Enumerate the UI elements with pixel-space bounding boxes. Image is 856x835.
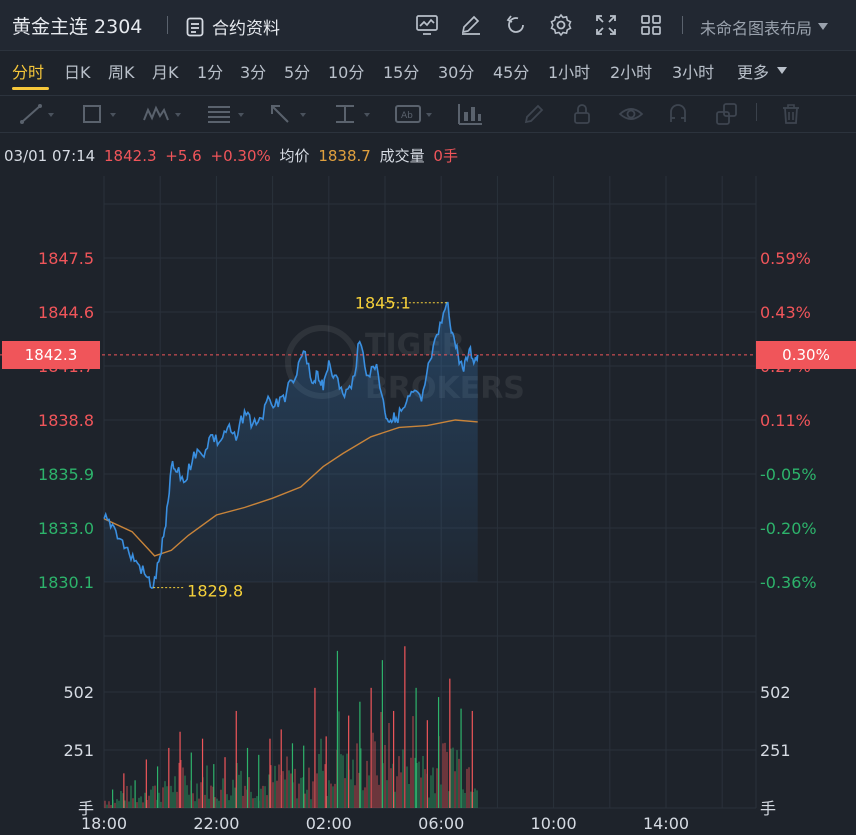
volume-tick-label: 502 (63, 683, 94, 702)
document-icon (186, 17, 204, 36)
pen-icon[interactable] (522, 101, 546, 127)
eye-icon[interactable] (618, 101, 644, 127)
volume-tick-label: 251 (760, 741, 791, 760)
pattern-tool-icon[interactable] (142, 101, 186, 127)
arrow-tool-icon[interactable] (268, 101, 312, 127)
quote-price: 1842.3 (104, 147, 157, 165)
caret-down-icon (777, 67, 788, 74)
time-tick-label: 18:00 (81, 814, 127, 833)
divider (682, 16, 683, 34)
divider (167, 16, 168, 34)
caret-down-icon (818, 23, 829, 30)
avg-price-line (103, 419, 478, 557)
layout-select[interactable]: 未命名图表布局 (700, 15, 829, 39)
price-tick-label: 1835.9 (38, 465, 94, 484)
instrument-title: 黄金主连 2304 (12, 16, 143, 38)
timeframe-tab-3m[interactable]: 3分 (240, 63, 267, 82)
bar-pattern-tool-icon[interactable] (456, 101, 486, 127)
divider (756, 103, 757, 121)
price-area (104, 302, 478, 589)
price-tick-label: 1833.0 (38, 519, 94, 538)
grid-layout-icon[interactable] (639, 13, 663, 37)
time-tick-label: 02:00 (306, 814, 352, 833)
timeframe-tab-intraday[interactable]: 分时 (12, 63, 45, 82)
timeframe-tab-2h[interactable]: 2小时 (610, 63, 653, 82)
volume-tick-label: 502 (760, 683, 791, 702)
avg-price-label: 均价 (279, 147, 310, 165)
avg-price-value: 1838.7 (318, 147, 371, 165)
chart-monitor-icon[interactable] (415, 13, 439, 37)
trash-icon[interactable] (779, 101, 803, 127)
quote-change: +5.6 (165, 147, 202, 165)
edit-icon[interactable] (459, 13, 483, 37)
more-label: 更多 (737, 63, 770, 82)
active-tab-underline (12, 87, 49, 90)
time-tick-label: 14:00 (643, 814, 689, 833)
price-tick-label: 1830.1 (38, 573, 94, 592)
timeframe-tab-10m[interactable]: 10分 (328, 63, 365, 82)
more-timeframes-button[interactable]: 更多 (737, 59, 788, 83)
timeframe-bar: 分时 日K 周K 月K 1分 3分 5分 10分 15分 30分 45分 1小时… (0, 51, 856, 96)
timeframe-tab-day[interactable]: 日K (64, 63, 91, 82)
timeframe-tab-45m[interactable]: 45分 (493, 63, 530, 82)
price-line (103, 301, 479, 590)
time-tick-label: 10:00 (531, 814, 577, 833)
volume-tick-label: 251 (63, 741, 94, 760)
high-low-annotations: 1845.1 1829.8 (153, 294, 447, 601)
pct-tick-label: -0.36% (760, 573, 817, 592)
price-tick-label: 1838.8 (38, 411, 94, 430)
volume-label: 成交量 (379, 147, 425, 165)
text-tool-icon[interactable]: Ab (394, 101, 438, 127)
contract-info-label: 合约资料 (212, 19, 280, 39)
drawing-toolbar: Ab (0, 96, 856, 133)
copy-icon[interactable] (714, 101, 740, 127)
fib-tool-icon[interactable] (206, 101, 250, 127)
timeframe-tab-week[interactable]: 周K (108, 63, 135, 82)
rectangle-tool-icon[interactable] (80, 101, 120, 127)
quote-datetime: 03/01 07:14 (4, 147, 96, 165)
lock-icon[interactable] (570, 101, 594, 127)
refresh-icon[interactable] (504, 13, 528, 37)
pct-tick-label: 0.11% (760, 411, 811, 430)
current-pct-badge: 0.30% (756, 340, 856, 369)
time-tick-label: 06:00 (418, 814, 464, 833)
volume-tick-label: 手 (760, 799, 776, 818)
timeframe-tab-1h[interactable]: 1小时 (548, 63, 591, 82)
volume-bars (104, 646, 478, 808)
current-price-badge: 1842.3 (2, 340, 100, 369)
volume-value: 0手 (433, 147, 458, 165)
timeframe-tab-1m[interactable]: 1分 (197, 63, 224, 82)
contract-info-button[interactable]: 合约资料 (186, 14, 280, 39)
pct-tick-label: -0.20% (760, 519, 817, 538)
high-price-label: 1845.1 (355, 294, 411, 313)
settings-icon[interactable] (549, 13, 573, 37)
low-price-label: 1829.8 (187, 582, 243, 601)
fullscreen-icon[interactable] (594, 13, 618, 37)
price-tick-label: 1844.6 (38, 303, 94, 322)
quote-change-pct: +0.30% (210, 147, 271, 165)
timeframe-tab-30m[interactable]: 30分 (438, 63, 475, 82)
timeframe-tab-15m[interactable]: 15分 (383, 63, 420, 82)
measure-tool-icon[interactable] (332, 101, 376, 127)
line-tool-icon[interactable] (18, 101, 58, 127)
pct-tick-label: 0.59% (760, 249, 811, 268)
timeframe-tab-month[interactable]: 月K (152, 63, 179, 82)
time-tick-label: 22:00 (193, 814, 239, 833)
top-bar: 黄金主连 2304 合约资料 未命名图表布局 (0, 0, 856, 51)
layout-label: 未命名图表布局 (700, 19, 813, 38)
quote-line: 03/01 07:14 1842.3 +5.6 +0.30% 均价 1838.7… (4, 145, 462, 166)
svg-text:Ab: Ab (401, 111, 413, 121)
price-tick-label: 1847.5 (38, 249, 94, 268)
timeframe-tab-5m[interactable]: 5分 (284, 63, 311, 82)
magnet-icon[interactable] (666, 101, 690, 127)
timeframe-tab-3h[interactable]: 3小时 (672, 63, 715, 82)
pct-tick-label: -0.05% (760, 465, 817, 484)
volume-tick-label: 手 (78, 799, 94, 818)
pct-tick-label: 0.43% (760, 303, 811, 322)
